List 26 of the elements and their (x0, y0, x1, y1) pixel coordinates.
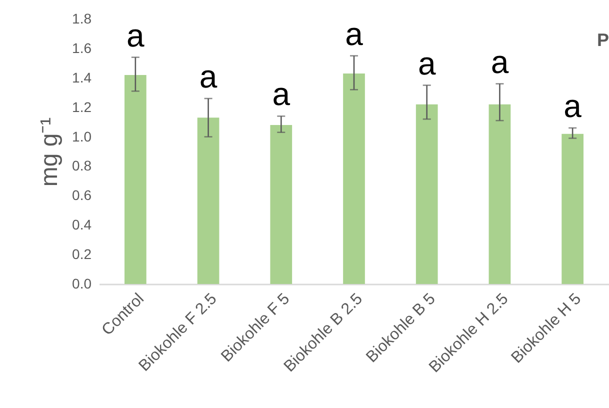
bar (488, 104, 511, 284)
y-tick-label: 1.4 (72, 69, 92, 86)
y-tick-label: 1.2 (72, 98, 92, 115)
annotation: P (596, 30, 609, 50)
y-tick-label: 0.2 (72, 246, 92, 262)
bar (416, 104, 438, 284)
bar (197, 118, 220, 284)
bar (124, 74, 146, 284)
y-tick-label: 0.0 (72, 276, 92, 292)
y-tick-label: 1.0 (72, 128, 92, 144)
y-tick-label: 0.8 (72, 158, 92, 174)
y-tick-label: 1.6 (72, 40, 92, 56)
y-tick-label: 0.6 (72, 187, 92, 204)
annotation: a (199, 58, 218, 94)
bar (343, 73, 365, 284)
bar (562, 134, 584, 284)
annotation: a (564, 88, 582, 124)
y-tick-label: 0.4 (72, 216, 92, 233)
y-axis-title: mg g⁻¹ (36, 117, 64, 187)
annotation: a (345, 16, 364, 52)
annotation: a (418, 45, 436, 82)
bar (270, 125, 292, 284)
annotation: a (126, 17, 145, 54)
y-tick-label: 1.8 (72, 10, 92, 26)
annotation: a (490, 44, 509, 80)
annotation: a (272, 76, 290, 112)
